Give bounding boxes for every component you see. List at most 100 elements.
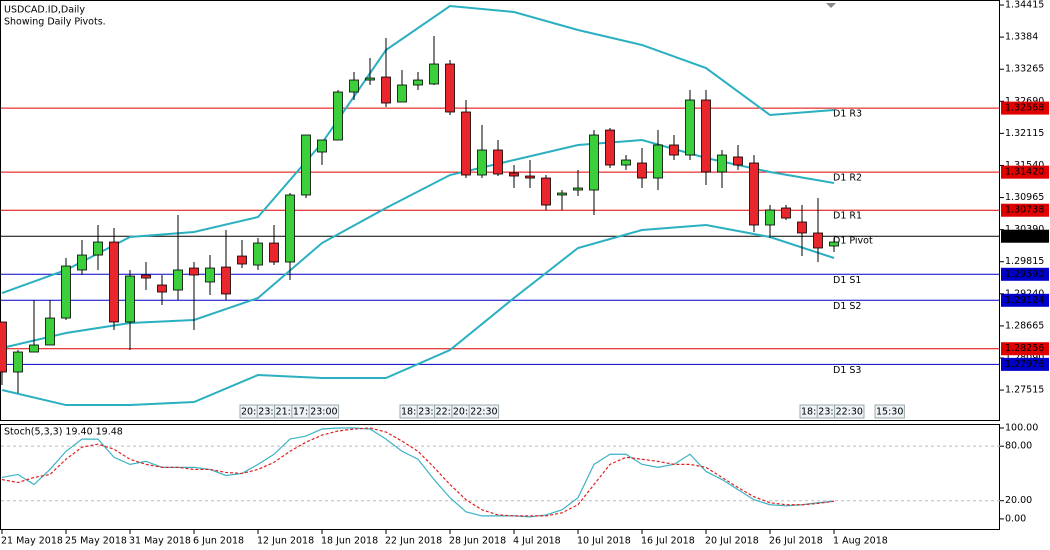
candle-body [669, 144, 679, 156]
candle-body [221, 266, 231, 295]
pivot-price-box [1001, 165, 1049, 179]
session-label: 23:00 [310, 407, 337, 418]
pivot-price-label: 1.32568 [1005, 103, 1044, 114]
candle-body [0, 321, 7, 373]
pivot-price-box [1001, 342, 1049, 356]
session-label: 22:30 [470, 407, 497, 418]
x-tick-label: 26 Jul 2018 [769, 536, 823, 547]
pivot-price-label: 1.29590 [1005, 269, 1044, 280]
y-tick-label: 1.33265 [1005, 64, 1044, 75]
candle-body [317, 139, 327, 153]
pivot-price-box [1001, 203, 1049, 217]
candle-body [541, 177, 551, 206]
candle-body [109, 241, 119, 323]
x-tick-label: 1 Aug 2018 [833, 536, 888, 547]
session-label: 18: [801, 407, 816, 418]
candle-body [557, 192, 567, 196]
y-tick-label: 1.29815 [1005, 256, 1044, 267]
candle-body [493, 149, 503, 175]
session-label: 23: [418, 407, 433, 418]
session-label: 23: [258, 407, 273, 418]
pivot-price-box [1001, 293, 1049, 307]
x-tick-label: 31 May 2018 [129, 536, 191, 547]
x-tick-label: 18 Jun 2018 [321, 536, 378, 547]
y-tick-label: 1.34415 [1005, 0, 1044, 11]
candle-body [461, 111, 471, 176]
pivot-name: D1 S1 [833, 275, 861, 286]
y-tick-label: 20.00 [1005, 495, 1032, 506]
stoch-frame [0, 424, 1000, 530]
candle-body [653, 144, 663, 179]
x-tick-label: 28 Jun 2018 [449, 536, 506, 547]
candle-body [13, 351, 23, 373]
candle-body [781, 207, 791, 219]
session-box [308, 404, 340, 419]
candle-body [29, 344, 39, 353]
candle-body [829, 241, 839, 247]
candle-body [365, 77, 375, 81]
candle-body [397, 84, 407, 103]
y-tick-label: 80.00 [1005, 441, 1032, 452]
pivot-price-label: 1.31420 [1005, 167, 1044, 178]
y-tick-label: 1.30965 [1005, 192, 1044, 203]
stoch-title: Stoch(5,3,3) 19.40 19.48 [4, 427, 123, 438]
candle-body [509, 172, 519, 177]
pivot-name: D1 R1 [833, 211, 862, 222]
pivot-name: D1 S3 [833, 365, 861, 376]
candle-body [445, 63, 455, 113]
y-tick-label: 1.30390 [1005, 224, 1044, 235]
candle-body [61, 265, 71, 319]
y-tick-label: 1.31540 [1005, 160, 1044, 171]
session-label: 15:30 [876, 407, 903, 418]
candle-body [45, 317, 55, 346]
pivot-name: D1 R2 [833, 173, 862, 184]
candle-body [205, 267, 215, 283]
stoch-line [1, 427, 835, 518]
shift-marker[interactable] [826, 3, 836, 8]
session-box [468, 404, 500, 419]
session-label: 22:30 [836, 407, 863, 418]
pivot-price-label: 1.29124 [1005, 295, 1044, 306]
y-tick-label: 0.00 [1005, 513, 1026, 524]
y-tick-label: 1.32115 [1005, 128, 1044, 139]
session-label: 20: [453, 407, 468, 418]
bollinger-lower [1, 224, 835, 407]
y-tick-label: 1.28665 [1005, 320, 1044, 331]
pivot-price-label: 1.28256 [1005, 343, 1044, 354]
candle-body [621, 159, 631, 166]
bollinger-upper [1, 4, 835, 294]
pivot-name: D1 Pivot [833, 236, 873, 247]
session-box [874, 404, 905, 419]
chart-title: USDCAD.ID,Daily [4, 5, 85, 16]
x-tick-label: 25 May 2018 [65, 536, 127, 547]
candle-body [797, 221, 807, 234]
pivot-price-label: 1.30272 [1005, 231, 1044, 242]
candle-body [589, 134, 599, 191]
candle-body [685, 99, 695, 156]
candle-body [237, 255, 247, 265]
candle-body [253, 242, 263, 266]
session-label: 21: [276, 407, 291, 418]
candle-body [333, 91, 343, 141]
y-tick-label: 1.3384 [1005, 32, 1038, 43]
candle-body [381, 76, 391, 104]
candle-body [141, 274, 151, 279]
candle-body [717, 154, 727, 173]
candle-body [765, 209, 775, 226]
candle-body [173, 269, 183, 291]
session-label: 23: [818, 407, 833, 418]
x-tick-label: 4 Jul 2018 [513, 536, 561, 547]
candle-body [301, 134, 311, 196]
candle-body [413, 79, 423, 86]
candle-body [269, 242, 279, 263]
candle-body [701, 99, 711, 173]
y-tick-label: 1.32690 [1005, 96, 1044, 107]
pivot-price-box [1001, 357, 1049, 371]
candle-body [93, 241, 103, 256]
pivot-price-label: 1.27976 [1005, 359, 1044, 370]
candle-body [573, 187, 583, 191]
candle-body [605, 129, 615, 166]
pivot-price-box [1001, 229, 1049, 243]
candle-body [77, 254, 87, 271]
candle-body [349, 79, 359, 93]
